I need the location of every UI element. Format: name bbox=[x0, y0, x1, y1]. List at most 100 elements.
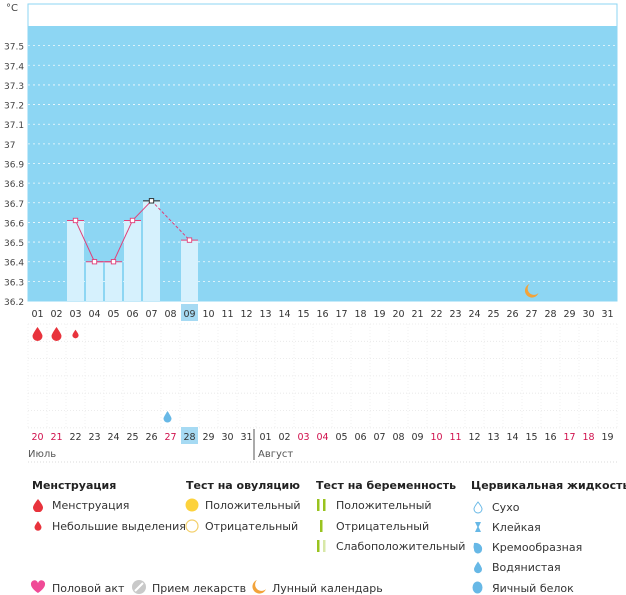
legend-cervical-sticky-label: Клейкая bbox=[492, 521, 541, 534]
calendar-date-label: 01 bbox=[259, 432, 271, 443]
calendar-date-label: 19 bbox=[601, 432, 613, 443]
day-label: 01 bbox=[31, 309, 43, 320]
day-label: 08 bbox=[164, 309, 176, 320]
calendar-date-label: 06 bbox=[354, 432, 366, 443]
calendar-date-label: 13 bbox=[487, 432, 499, 443]
day-label: 30 bbox=[582, 309, 594, 320]
temp-bar bbox=[181, 240, 198, 301]
calendar-date-label: 11 bbox=[449, 432, 461, 443]
day-label: 05 bbox=[107, 309, 119, 320]
temp-line-segment bbox=[113, 220, 133, 262]
y-tick-label: 37.5 bbox=[4, 43, 24, 53]
small-blood-drop-icon bbox=[34, 521, 42, 531]
temp-point bbox=[186, 237, 193, 243]
y-tick-label: 36.9 bbox=[4, 161, 24, 171]
y-tick-label: 36.3 bbox=[4, 278, 24, 288]
calendar-date-label: 17 bbox=[563, 432, 575, 443]
y-tick-label: 36.7 bbox=[4, 200, 24, 210]
cervical-watery-icon bbox=[474, 561, 482, 574]
day-label: 23 bbox=[449, 309, 461, 320]
day-label: 12 bbox=[240, 309, 252, 320]
menstruation-drop bbox=[32, 327, 43, 342]
pregnancy-positive-icon bbox=[317, 499, 326, 511]
calendar-date-label: 22 bbox=[69, 432, 81, 443]
ovulation-positive-icon bbox=[185, 498, 199, 512]
menstruation-drop bbox=[51, 327, 62, 342]
y-tick-label: 37.3 bbox=[4, 82, 24, 92]
day-label: 07 bbox=[145, 309, 157, 320]
legend-menstruation-title: Менструация bbox=[32, 479, 117, 492]
legend-cervical-watery-label: Водянистая bbox=[492, 561, 561, 574]
cervical-sticky-icon bbox=[475, 522, 481, 532]
calendar-date-label: 20 bbox=[31, 432, 43, 443]
legend-pregnancy-title: Тест на беременность bbox=[316, 479, 457, 492]
day-label: 09 bbox=[183, 309, 195, 320]
temp-bar bbox=[143, 200, 160, 301]
calendar-date-label: 03 bbox=[297, 432, 309, 443]
y-tick-label: 36.2 bbox=[4, 298, 24, 308]
calendar-date-label: 25 bbox=[126, 432, 138, 443]
calendar-date-label: 29 bbox=[202, 432, 214, 443]
day-label: 29 bbox=[563, 309, 575, 320]
day-label: 11 bbox=[221, 309, 233, 320]
calendar-date-label: 10 bbox=[430, 432, 442, 443]
calendar-date-label: 02 bbox=[278, 432, 290, 443]
day-label: 27 bbox=[525, 309, 537, 320]
temp-bar bbox=[86, 261, 103, 301]
moon-icon bbox=[252, 580, 266, 594]
temp-point bbox=[110, 259, 117, 265]
temp-line-segment bbox=[75, 220, 95, 262]
legend-menstruation-label: Менструация bbox=[52, 499, 130, 512]
calendar-date-label: 30 bbox=[221, 432, 233, 443]
calendar-date-label: 21 bbox=[50, 432, 62, 443]
day-label: 28 bbox=[544, 309, 556, 320]
cervical-creamy-icon bbox=[473, 542, 483, 554]
calendar-date-label: 08 bbox=[392, 432, 404, 443]
temp-bar bbox=[105, 261, 122, 301]
day-label: 19 bbox=[373, 309, 385, 320]
heart-icon bbox=[30, 580, 46, 593]
legend-cervical-dry-label: Сухо bbox=[492, 501, 520, 514]
day-label: 16 bbox=[316, 309, 328, 320]
calendar-date-label: 05 bbox=[335, 432, 347, 443]
y-tick-label: 37.2 bbox=[4, 102, 24, 112]
day-label: 06 bbox=[126, 309, 138, 320]
day-label: 31 bbox=[601, 309, 613, 320]
calendar-date-label: 14 bbox=[506, 432, 518, 443]
bbt-chart: 37.5 37.4 37.3 37.2 37.1 37 36.9 36.8 36.7 36.6 36… bbox=[4, 3, 618, 463]
legend-pregnancy-negative-label: Отрицательный bbox=[336, 520, 430, 533]
day-label: 26 bbox=[506, 309, 518, 320]
pill-icon bbox=[132, 580, 146, 594]
y-tick-label: 36.6 bbox=[4, 219, 24, 229]
day-label: 04 bbox=[88, 309, 100, 320]
calendar-date-label: 31 bbox=[240, 432, 252, 443]
y-unit-label: °C bbox=[6, 3, 18, 14]
month-label: Август bbox=[258, 449, 293, 460]
temp-bar bbox=[67, 220, 84, 301]
calendar-date-label: 16 bbox=[544, 432, 556, 443]
day-label: 17 bbox=[335, 309, 347, 320]
legend-cervical-egg-white-label: Яичный белок bbox=[492, 582, 574, 595]
temp-point bbox=[91, 259, 98, 265]
day-label: 22 bbox=[430, 309, 442, 320]
calendar-date-label: 28 bbox=[183, 432, 195, 443]
calendar-date-label: 04 bbox=[316, 432, 328, 443]
y-tick-label: 37.4 bbox=[4, 62, 24, 72]
calendar-date-label: 23 bbox=[88, 432, 100, 443]
pregnancy-weak-positive-icon bbox=[317, 540, 326, 552]
day-label: 03 bbox=[69, 309, 81, 320]
legend-medication-label: Прием лекарств bbox=[152, 582, 247, 595]
y-tick-label: 36.5 bbox=[4, 239, 24, 249]
menstruation-drop bbox=[72, 329, 79, 339]
temp-line-segment bbox=[151, 200, 190, 241]
day-label: 10 bbox=[202, 309, 214, 320]
legend-ovulation-negative-label: Отрицательный bbox=[205, 520, 299, 533]
cervical-dry-icon bbox=[473, 501, 483, 514]
calendar-date-label: 26 bbox=[145, 432, 157, 443]
calendar-date-label: 27 bbox=[164, 432, 176, 443]
legend-pregnancy-positive-label: Положительный bbox=[336, 499, 432, 512]
day-label: 15 bbox=[297, 309, 309, 320]
calendar-date-label: 18 bbox=[582, 432, 594, 443]
ovulation-negative-icon bbox=[185, 519, 199, 533]
day-label: 14 bbox=[278, 309, 290, 320]
